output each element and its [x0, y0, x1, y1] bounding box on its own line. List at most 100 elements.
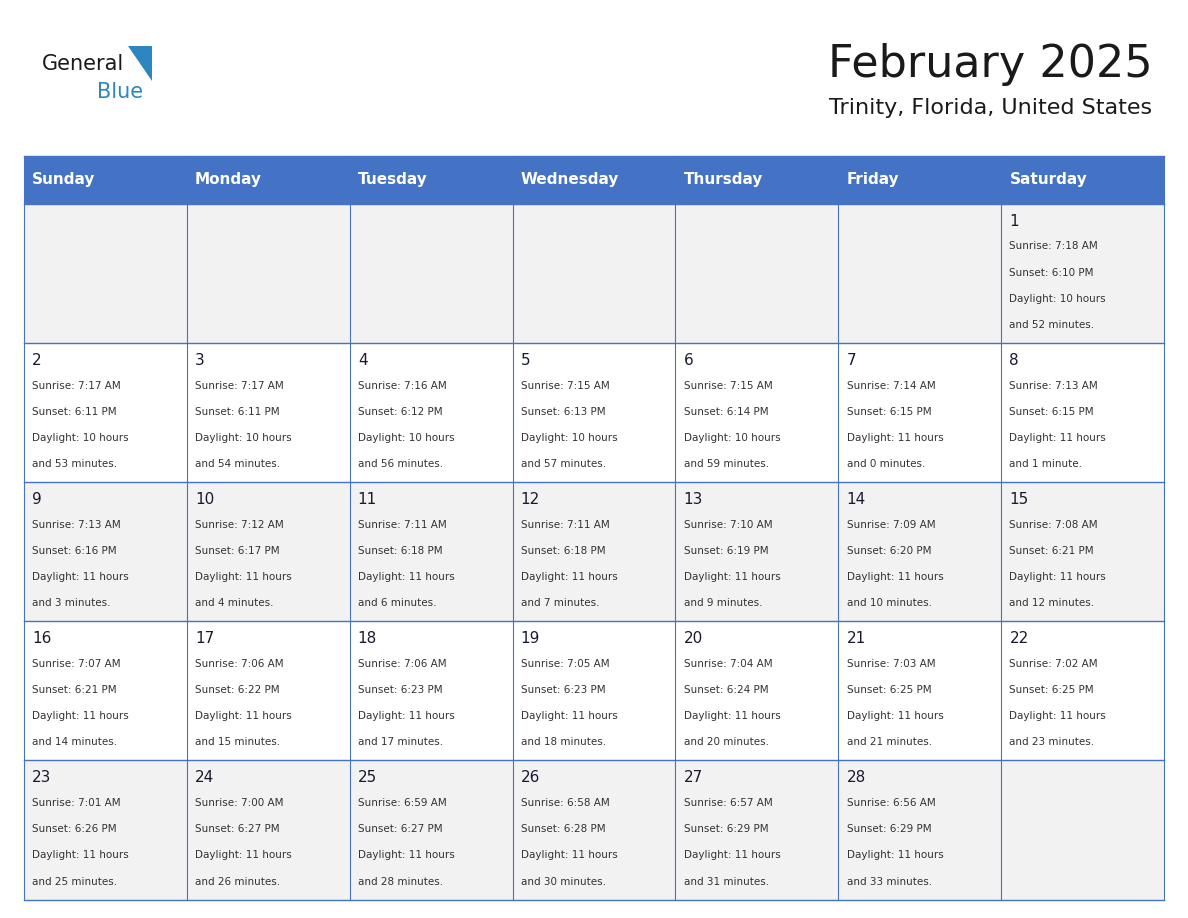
Text: Daylight: 10 hours: Daylight: 10 hours	[1010, 294, 1106, 304]
Text: 5: 5	[520, 353, 530, 368]
Text: Daylight: 11 hours: Daylight: 11 hours	[683, 711, 781, 722]
Text: Sunset: 6:23 PM: Sunset: 6:23 PM	[358, 685, 442, 695]
Text: Sunrise: 7:04 AM: Sunrise: 7:04 AM	[683, 659, 772, 669]
Bar	[512, 156, 676, 204]
Bar	[1001, 343, 1164, 482]
Bar	[512, 760, 676, 900]
Text: and 31 minutes.: and 31 minutes.	[683, 877, 769, 887]
Bar	[24, 482, 187, 621]
Text: 23: 23	[32, 770, 51, 785]
Bar	[1001, 482, 1164, 621]
Text: Daylight: 11 hours: Daylight: 11 hours	[1010, 572, 1106, 582]
Text: and 23 minutes.: and 23 minutes.	[1010, 737, 1094, 747]
Text: Sunset: 6:21 PM: Sunset: 6:21 PM	[32, 685, 116, 695]
Text: Wednesday: Wednesday	[520, 173, 619, 187]
Bar	[349, 156, 512, 204]
Text: Sunset: 6:29 PM: Sunset: 6:29 PM	[847, 824, 931, 834]
Text: Sunrise: 7:11 AM: Sunrise: 7:11 AM	[520, 520, 609, 530]
Text: 7: 7	[847, 353, 857, 368]
Text: 8: 8	[1010, 353, 1019, 368]
Text: and 17 minutes.: and 17 minutes.	[358, 737, 443, 747]
Text: Sunset: 6:10 PM: Sunset: 6:10 PM	[1010, 267, 1094, 277]
Bar	[1001, 760, 1164, 900]
Text: Daylight: 11 hours: Daylight: 11 hours	[195, 572, 291, 582]
Text: and 4 minutes.: and 4 minutes.	[195, 599, 273, 609]
Text: Sunset: 6:11 PM: Sunset: 6:11 PM	[195, 407, 279, 417]
Text: 19: 19	[520, 631, 541, 646]
Text: 17: 17	[195, 631, 214, 646]
Bar	[512, 204, 676, 343]
Text: Daylight: 11 hours: Daylight: 11 hours	[520, 850, 618, 860]
Bar	[349, 482, 512, 621]
Bar	[1001, 156, 1164, 204]
Text: Sunrise: 7:09 AM: Sunrise: 7:09 AM	[847, 520, 935, 530]
Bar	[676, 204, 839, 343]
Text: and 1 minute.: and 1 minute.	[1010, 459, 1082, 469]
Bar	[187, 482, 349, 621]
Text: Daylight: 11 hours: Daylight: 11 hours	[358, 572, 455, 582]
Text: and 3 minutes.: and 3 minutes.	[32, 599, 110, 609]
Bar	[187, 760, 349, 900]
Bar	[512, 343, 676, 482]
Text: and 26 minutes.: and 26 minutes.	[195, 877, 280, 887]
Text: and 56 minutes.: and 56 minutes.	[358, 459, 443, 469]
Text: 4: 4	[358, 353, 367, 368]
Text: Sunset: 6:16 PM: Sunset: 6:16 PM	[32, 546, 116, 556]
Text: Sunset: 6:26 PM: Sunset: 6:26 PM	[32, 824, 116, 834]
Text: 1: 1	[1010, 214, 1019, 229]
Bar	[349, 343, 512, 482]
Text: 28: 28	[847, 770, 866, 785]
Text: Daylight: 11 hours: Daylight: 11 hours	[847, 711, 943, 722]
Text: and 21 minutes.: and 21 minutes.	[847, 737, 931, 747]
Text: and 25 minutes.: and 25 minutes.	[32, 877, 118, 887]
Text: and 10 minutes.: and 10 minutes.	[847, 599, 931, 609]
Text: Daylight: 11 hours: Daylight: 11 hours	[847, 433, 943, 442]
Bar	[187, 621, 349, 760]
Text: February 2025: February 2025	[828, 43, 1152, 85]
Bar	[24, 204, 187, 343]
Text: and 0 minutes.: and 0 minutes.	[847, 459, 925, 469]
Bar	[839, 621, 1001, 760]
Text: Sunrise: 7:14 AM: Sunrise: 7:14 AM	[847, 381, 935, 390]
Text: Sunset: 6:15 PM: Sunset: 6:15 PM	[1010, 407, 1094, 417]
Text: and 28 minutes.: and 28 minutes.	[358, 877, 443, 887]
Text: Sunset: 6:25 PM: Sunset: 6:25 PM	[1010, 685, 1094, 695]
Text: Daylight: 11 hours: Daylight: 11 hours	[358, 711, 455, 722]
Text: Sunrise: 7:06 AM: Sunrise: 7:06 AM	[195, 659, 284, 669]
Text: Sunrise: 7:16 AM: Sunrise: 7:16 AM	[358, 381, 447, 390]
Text: 15: 15	[1010, 492, 1029, 507]
Text: Sunrise: 7:17 AM: Sunrise: 7:17 AM	[32, 381, 121, 390]
Bar	[349, 621, 512, 760]
Text: Sunrise: 7:15 AM: Sunrise: 7:15 AM	[520, 381, 609, 390]
Text: Sunrise: 7:03 AM: Sunrise: 7:03 AM	[847, 659, 935, 669]
Text: Sunset: 6:13 PM: Sunset: 6:13 PM	[520, 407, 606, 417]
Text: Daylight: 11 hours: Daylight: 11 hours	[847, 850, 943, 860]
Text: Sunrise: 7:17 AM: Sunrise: 7:17 AM	[195, 381, 284, 390]
Text: General: General	[42, 54, 124, 74]
Bar	[24, 156, 187, 204]
Text: Sunrise: 7:07 AM: Sunrise: 7:07 AM	[32, 659, 120, 669]
Text: Daylight: 10 hours: Daylight: 10 hours	[683, 433, 781, 442]
Text: Sunday: Sunday	[32, 173, 95, 187]
Text: Sunrise: 7:13 AM: Sunrise: 7:13 AM	[1010, 381, 1098, 390]
Text: and 33 minutes.: and 33 minutes.	[847, 877, 931, 887]
Text: 13: 13	[683, 492, 703, 507]
Text: Daylight: 10 hours: Daylight: 10 hours	[520, 433, 618, 442]
Text: Sunset: 6:11 PM: Sunset: 6:11 PM	[32, 407, 116, 417]
Text: Daylight: 11 hours: Daylight: 11 hours	[1010, 433, 1106, 442]
Bar	[839, 204, 1001, 343]
Bar	[839, 343, 1001, 482]
Text: and 7 minutes.: and 7 minutes.	[520, 599, 599, 609]
Text: Sunset: 6:28 PM: Sunset: 6:28 PM	[520, 824, 606, 834]
Text: Friday: Friday	[847, 173, 899, 187]
Text: Sunset: 6:18 PM: Sunset: 6:18 PM	[520, 546, 606, 556]
Bar	[839, 482, 1001, 621]
Bar	[839, 156, 1001, 204]
Text: 9: 9	[32, 492, 42, 507]
Text: Sunrise: 6:57 AM: Sunrise: 6:57 AM	[683, 798, 772, 808]
Bar	[839, 760, 1001, 900]
Bar	[187, 204, 349, 343]
Bar	[24, 621, 187, 760]
Text: Daylight: 11 hours: Daylight: 11 hours	[195, 850, 291, 860]
Text: Daylight: 11 hours: Daylight: 11 hours	[32, 711, 128, 722]
